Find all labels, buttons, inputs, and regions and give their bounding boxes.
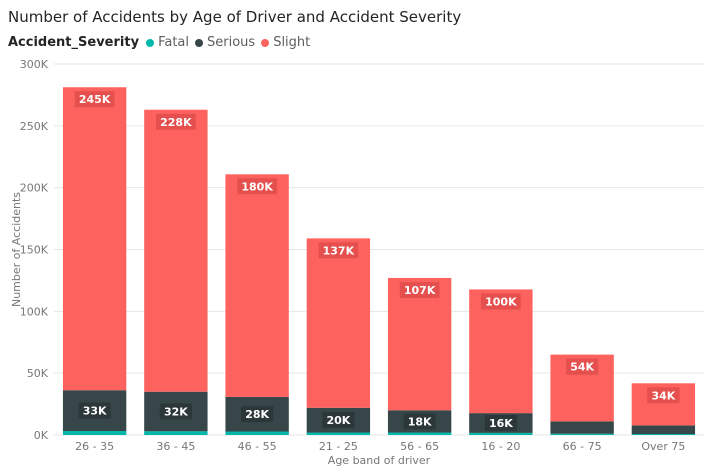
bar-serious <box>631 425 696 435</box>
x-tick-label: 36 - 45 <box>156 440 195 453</box>
x-tick-label: 16 - 20 <box>481 440 520 453</box>
data-label-bg <box>647 387 680 404</box>
x-tick-label: 26 - 35 <box>75 440 114 453</box>
y-tick-label: 0K <box>34 429 49 442</box>
bar-slight <box>469 289 533 414</box>
data-label-bg <box>566 358 599 375</box>
x-tick-label: 56 - 65 <box>400 440 439 453</box>
y-tick-label: 300K <box>20 58 49 71</box>
data-label-slight: 54K <box>570 361 594 374</box>
legend-title: Accident_Severity <box>8 35 140 50</box>
y-tick-label: 100K <box>20 305 49 318</box>
data-label-bg <box>484 415 517 432</box>
data-label-serious: 32K <box>164 406 188 419</box>
data-label-bg <box>156 113 196 130</box>
bar-slight <box>144 109 208 392</box>
data-label-bg <box>322 412 355 429</box>
bar-fatal <box>62 431 127 435</box>
data-label-serious: 20K <box>326 414 350 427</box>
x-tick-label: 21 - 25 <box>319 440 358 453</box>
y-tick-label: 150K <box>20 244 49 257</box>
data-label-slight: 228K <box>160 116 192 129</box>
x-axis-title: Age band of driver <box>328 454 431 467</box>
legend: Accident_Severity Fatal Serious Slight <box>8 35 316 50</box>
data-label-slight: 180K <box>241 180 273 193</box>
y-tick-label: 50K <box>27 367 49 380</box>
bar-serious <box>550 421 614 434</box>
data-label-slight: 245K <box>79 93 111 106</box>
data-label-bg <box>159 403 192 420</box>
x-tick-label: Over 75 <box>641 440 685 453</box>
data-label-slight: 34K <box>651 389 675 402</box>
bar-fatal <box>306 432 371 435</box>
data-label-serious: 16K <box>489 417 513 430</box>
legend-label-fatal: Fatal <box>158 35 189 50</box>
data-label-bg <box>318 242 359 259</box>
legend-item-slight[interactable]: Slight <box>261 35 310 50</box>
bar-fatal <box>550 433 614 435</box>
legend-item-serious[interactable]: Serious <box>195 35 255 50</box>
bar-fatal <box>225 431 289 435</box>
data-label-bg <box>237 178 277 195</box>
bar-fatal <box>469 432 533 435</box>
data-label-bg <box>78 402 111 419</box>
data-label-slight: 107K <box>404 284 436 297</box>
legend-item-fatal[interactable]: Fatal <box>146 35 189 50</box>
legend-label-slight: Slight <box>273 35 311 50</box>
chart-title: Number of Accidents by Age of Driver and… <box>8 8 462 26</box>
bar-slight <box>306 238 371 408</box>
data-label-bg <box>399 281 440 298</box>
x-tick-label: 46 - 55 <box>238 440 277 453</box>
bar-fatal <box>144 431 208 435</box>
data-label-serious: 33K <box>83 405 107 418</box>
legend-marker-serious <box>195 38 203 47</box>
data-label-bg <box>403 413 436 430</box>
x-tick-label: 66 - 75 <box>563 440 602 453</box>
data-label-slight: 100K <box>485 295 517 308</box>
bar-slight <box>387 277 452 411</box>
data-label-slight: 137K <box>323 244 355 257</box>
legend-label-serious: Serious <box>207 35 256 50</box>
data-label-bg <box>241 406 274 423</box>
y-tick-label: 200K <box>20 182 49 195</box>
legend-marker-slight <box>261 38 270 47</box>
bar-fatal <box>387 432 452 435</box>
data-label-serious: 28K <box>245 408 269 421</box>
bar-slight <box>225 174 289 397</box>
data-label-serious: 18K <box>408 415 432 428</box>
bar-slight <box>62 87 127 391</box>
y-tick-label: 250K <box>20 120 49 133</box>
y-axis-title: Number of Accidents <box>10 192 23 307</box>
data-label-bg <box>74 91 115 108</box>
data-label-bg <box>481 293 521 310</box>
legend-marker-fatal <box>146 38 155 47</box>
bar-fatal <box>631 434 696 435</box>
